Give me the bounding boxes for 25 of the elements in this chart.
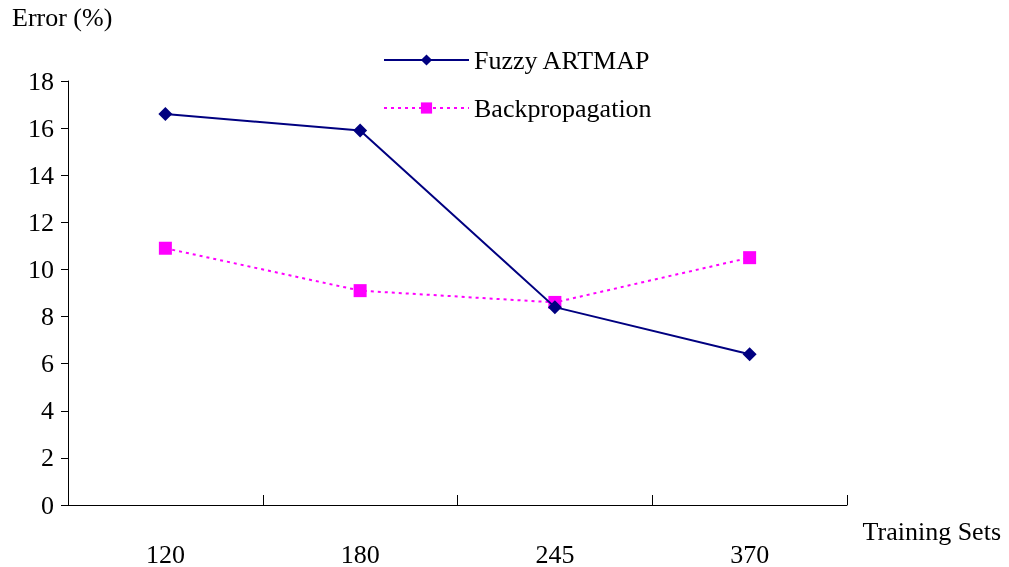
y-tick-label: 10 [28,254,54,284]
point [353,284,367,298]
y-tick-label: 6 [41,349,54,379]
y-tick-label: 4 [41,396,54,426]
y-tick-label: 0 [41,490,54,520]
point [743,251,757,265]
x-tick-label: 180 [340,539,380,567]
y-tick-label: 8 [41,302,54,332]
y-tick-label: 16 [28,113,54,143]
x-tick-label: 370 [730,539,770,567]
legend-label: Backpropagation [474,93,652,123]
x-tick-label: 245 [535,539,575,567]
point [158,241,172,255]
y-tick-label: 18 [28,66,54,96]
x-tick-label: 120 [145,539,185,567]
legend-label: Fuzzy ARTMAP [474,45,650,75]
point [353,123,368,138]
y-tick-label: 14 [28,160,54,190]
point [547,300,562,315]
point [158,106,173,121]
point [742,347,757,362]
y-tick-label: 12 [28,207,54,237]
y-tick-label: 2 [41,443,54,473]
y-axis-title: Error (%) [12,2,113,32]
x-axis-title: Training Sets [862,516,1002,546]
